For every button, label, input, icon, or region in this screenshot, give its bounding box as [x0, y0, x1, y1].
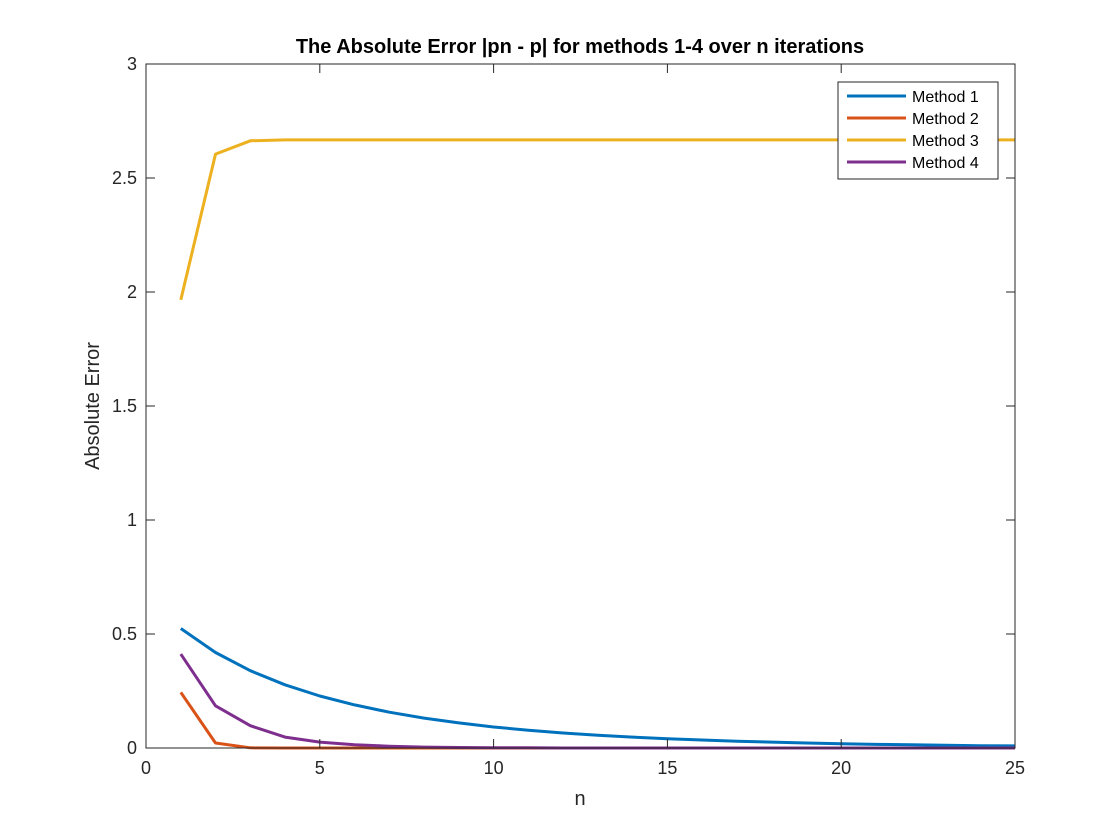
y-tick-label: 1	[127, 510, 137, 530]
y-tick-label: 2	[127, 282, 137, 302]
x-axis-label: n	[574, 788, 585, 810]
y-axis-label: Absolute Error	[82, 342, 104, 470]
x-tick-label: 0	[141, 758, 151, 778]
series-line-method-1	[179, 627, 1016, 748]
y-tick-label: 2.5	[112, 168, 137, 188]
legend: Method 1 Method 2 Method 3 Method 4	[837, 81, 999, 180]
legend-label-method-3: Method 3	[912, 133, 979, 150]
y-tick-label: 3	[127, 54, 137, 74]
legend-label-method-4: Method 4	[912, 155, 979, 172]
x-tick-label: 15	[657, 758, 677, 778]
x-tick-label: 5	[315, 758, 325, 778]
legend-label-method-1: Method 1	[912, 89, 979, 106]
y-tick-label: 0	[127, 738, 137, 758]
x-tick-label: 10	[484, 758, 504, 778]
legend-label-method-2: Method 2	[912, 111, 979, 128]
y-tick-label: 0.5	[112, 624, 137, 644]
tick-layer: 0 5 10 15 20 25 0 0.5 1 1.5 2 2.5 3	[112, 54, 1025, 778]
chart-title: The Absolute Error |pn - p| for methods …	[296, 36, 864, 58]
y-tick-label: 1.5	[112, 396, 137, 416]
x-tick-label: 25	[1005, 758, 1025, 778]
x-tick-label: 20	[831, 758, 851, 778]
